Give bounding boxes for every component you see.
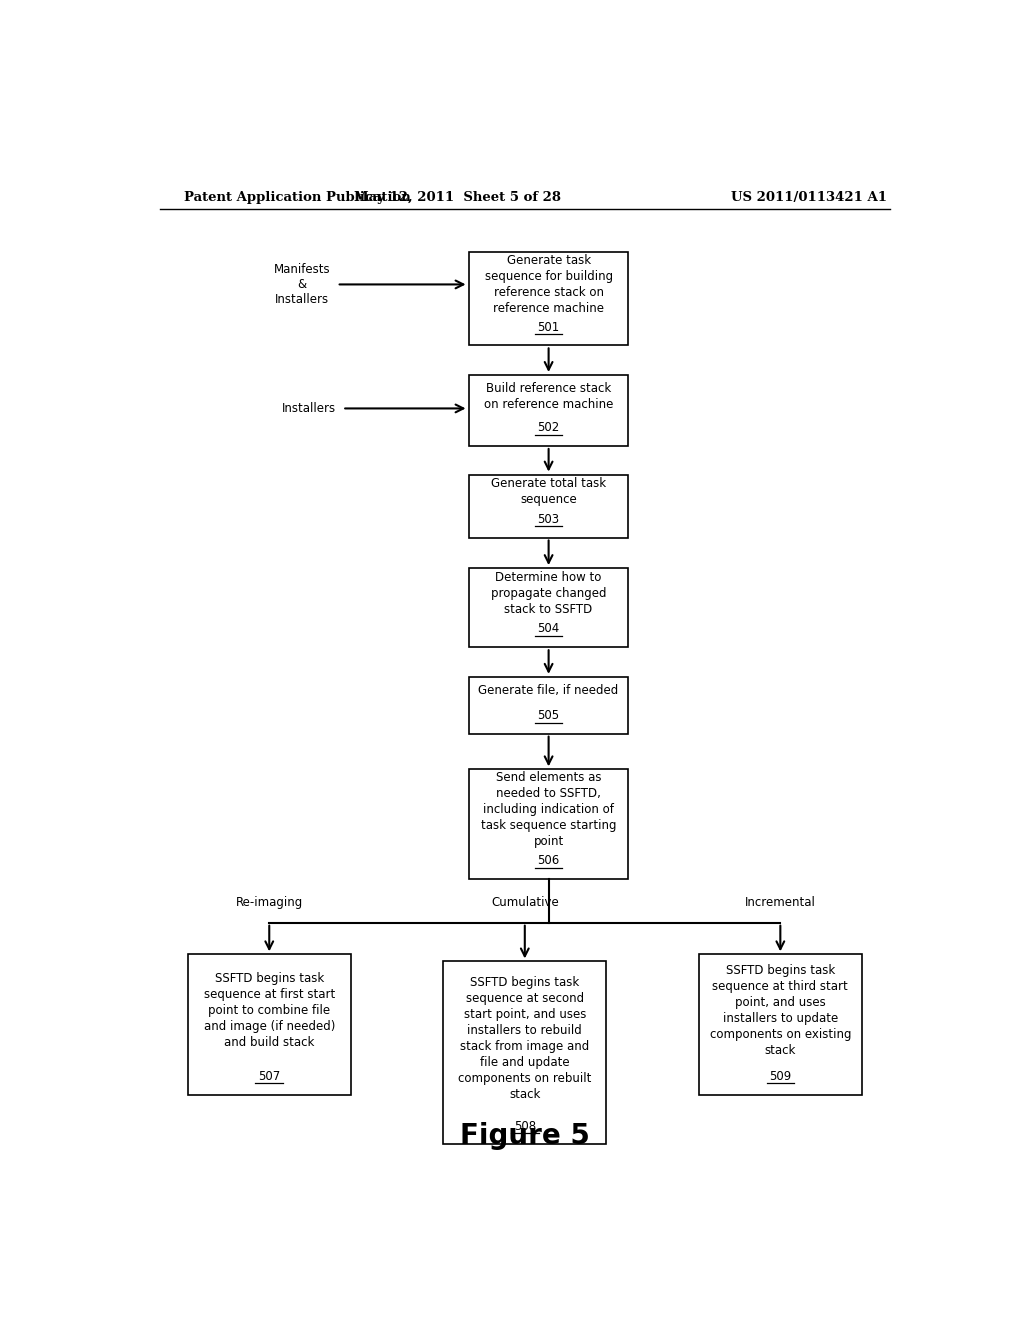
Text: Cumulative: Cumulative [490,895,559,908]
FancyBboxPatch shape [469,252,628,346]
Text: Manifests
&
Installers: Manifests & Installers [273,263,331,306]
Text: SSFTD begins task
sequence at first start
point to combine file
and image (if ne: SSFTD begins task sequence at first star… [204,972,335,1048]
Text: SSFTD begins task
sequence at third start
point, and uses
installers to update
c: SSFTD begins task sequence at third star… [710,964,851,1056]
Text: Generate file, if needed: Generate file, if needed [478,685,618,697]
Text: May 12, 2011  Sheet 5 of 28: May 12, 2011 Sheet 5 of 28 [354,190,561,203]
FancyBboxPatch shape [469,568,628,647]
FancyBboxPatch shape [469,375,628,446]
Text: 501: 501 [538,321,560,334]
Text: Send elements as
needed to SSFTD,
including indication of
task sequence starting: Send elements as needed to SSFTD, includ… [481,771,616,849]
FancyBboxPatch shape [469,770,628,879]
Text: 505: 505 [538,709,560,722]
Text: SSFTD begins task
sequence at second
start point, and uses
installers to rebuild: SSFTD begins task sequence at second sta… [458,975,592,1101]
FancyBboxPatch shape [699,954,861,1094]
Text: Figure 5: Figure 5 [460,1122,590,1150]
Text: Determine how to
propagate changed
stack to SSFTD: Determine how to propagate changed stack… [490,572,606,616]
Text: Generate total task
sequence: Generate total task sequence [492,478,606,507]
Text: 502: 502 [538,421,560,434]
FancyBboxPatch shape [443,961,606,1144]
Text: Re-imaging: Re-imaging [236,895,303,908]
Text: Generate task
sequence for building
reference stack on
reference machine: Generate task sequence for building refe… [484,253,612,315]
Text: 509: 509 [769,1069,792,1082]
Text: 507: 507 [258,1069,281,1082]
Text: Installers: Installers [282,401,336,414]
FancyBboxPatch shape [188,954,350,1094]
Text: Patent Application Publication: Patent Application Publication [183,190,411,203]
Text: 506: 506 [538,854,560,867]
FancyBboxPatch shape [469,677,628,734]
Text: Build reference stack
on reference machine: Build reference stack on reference machi… [484,381,613,411]
Text: 504: 504 [538,623,560,635]
FancyBboxPatch shape [469,474,628,537]
Text: 503: 503 [538,512,560,525]
Text: US 2011/0113421 A1: US 2011/0113421 A1 [731,190,887,203]
Text: Incremental: Incremental [744,895,816,908]
Text: 508: 508 [514,1119,536,1133]
